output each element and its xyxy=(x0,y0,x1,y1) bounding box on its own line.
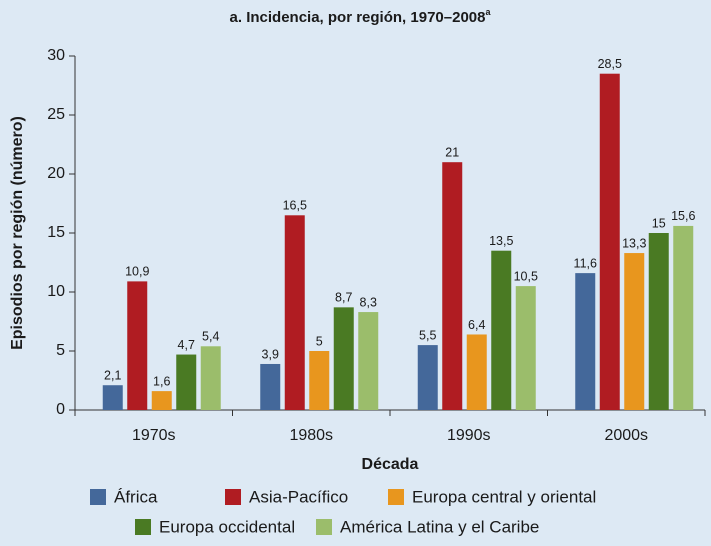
bar xyxy=(575,273,596,410)
x-axis-label: Década xyxy=(362,456,419,473)
bar xyxy=(102,385,123,410)
bar xyxy=(284,215,305,410)
legend-label: Europa central y oriental xyxy=(412,487,596,506)
x-tick-label: 1990s xyxy=(447,427,491,444)
bar xyxy=(515,286,536,410)
value-label: 10,5 xyxy=(514,269,538,283)
bar xyxy=(442,162,463,410)
bar xyxy=(358,312,379,410)
value-label: 2,1 xyxy=(104,369,121,383)
y-axis-label: Episodios por región (número) xyxy=(9,116,26,350)
value-label: 4,7 xyxy=(178,338,195,352)
bar xyxy=(151,391,172,410)
value-label: 10,9 xyxy=(125,265,149,279)
value-label: 1,6 xyxy=(153,374,170,388)
x-tick-label: 2000s xyxy=(604,427,648,444)
bar xyxy=(624,253,645,410)
bar xyxy=(309,351,330,410)
legend-swatch xyxy=(135,519,151,535)
bar xyxy=(260,363,281,410)
bar xyxy=(648,233,669,410)
y-tick-label: 10 xyxy=(47,283,65,300)
value-label: 8,7 xyxy=(335,291,352,305)
x-tick-label: 1980s xyxy=(289,427,333,444)
legend-swatch xyxy=(388,489,404,505)
value-label: 3,9 xyxy=(262,347,279,361)
legend-swatch xyxy=(90,489,106,505)
y-tick-label: 20 xyxy=(47,165,65,182)
chart-title: a. Incidencia, por región, 1970–2008a xyxy=(230,7,492,26)
chart-title-note: a xyxy=(485,7,491,17)
x-tick-label: 1970s xyxy=(132,427,176,444)
bar xyxy=(599,73,620,410)
legend-label: Europa occidental xyxy=(159,517,295,536)
bar xyxy=(466,334,487,410)
y-tick-label: 0 xyxy=(56,401,65,418)
value-label: 15 xyxy=(652,216,666,230)
chart-title-text: a. Incidencia, por región, 1970–2008 xyxy=(230,9,486,26)
legend-label: América Latina y el Caribe xyxy=(340,517,539,536)
legend-swatch xyxy=(316,519,332,535)
value-label: 8,3 xyxy=(360,295,377,309)
value-label: 13,5 xyxy=(489,234,513,248)
value-label: 5,5 xyxy=(419,328,436,342)
bar xyxy=(127,281,148,410)
value-label: 11,6 xyxy=(574,256,597,270)
value-label: 5 xyxy=(316,334,323,348)
bar xyxy=(176,354,197,410)
legend-label: África xyxy=(114,487,158,506)
bar xyxy=(673,225,694,410)
y-tick-label: 15 xyxy=(47,224,65,241)
legend-label: Asia-Pacífico xyxy=(249,487,348,506)
bar xyxy=(333,307,354,410)
value-label: 13,3 xyxy=(622,236,646,250)
y-tick-label: 30 xyxy=(47,47,65,64)
bar xyxy=(491,250,512,410)
value-label: 6,4 xyxy=(468,318,485,332)
legend-swatch xyxy=(225,489,241,505)
y-tick-label: 25 xyxy=(47,106,65,123)
value-label: 15,6 xyxy=(671,209,695,223)
value-label: 21 xyxy=(445,145,459,159)
bar xyxy=(417,345,438,410)
value-label: 5,4 xyxy=(202,330,219,344)
y-tick-label: 5 xyxy=(56,342,65,359)
value-label: 28,5 xyxy=(598,57,622,71)
bar xyxy=(200,346,221,410)
value-label: 16,5 xyxy=(283,199,307,213)
